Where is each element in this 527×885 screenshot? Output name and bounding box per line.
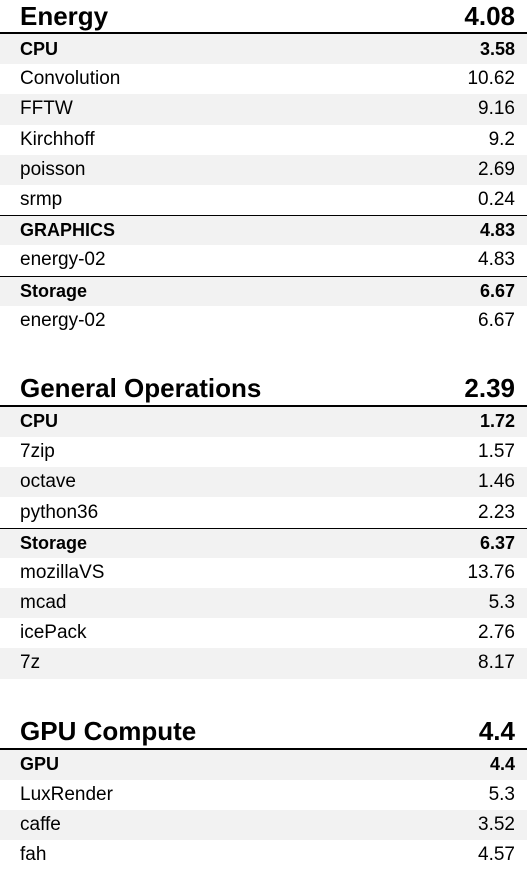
table-row: octave 1.46 [0,467,527,498]
table-row: mozillaVS 13.76 [0,558,527,588]
row-value: 5.3 [488,783,515,805]
row-value: 9.2 [488,128,515,150]
section-title: GPU Compute [20,716,197,747]
row-value: 4.57 [478,844,515,866]
row-value: 9.16 [478,98,515,120]
row-label: GPU [20,754,60,775]
table-row: 7z 8.17 [0,648,527,679]
section-header: Energy 4.08 [0,0,527,34]
section-gpu-compute: GPU Compute 4.4 GPU 4.4 LuxRender 5.3 caff… [0,716,527,871]
group-row: GPU 4.4 [0,749,527,780]
row-label: mozillaVS [20,561,105,583]
section-score: 4.08 [464,0,515,31]
table-row: Kirchhoff 9.2 [0,125,527,155]
row-value: 1.57 [478,441,515,463]
row-value: 2.69 [478,158,515,180]
group-row: CPU 3.58 [0,34,527,65]
table-row: icePack 2.76 [0,618,527,648]
row-value: 4.83 [479,220,515,241]
table-row: poisson 2.69 [0,154,527,185]
table-row: energy-02 4.83 [0,245,527,275]
section-header: GPU Compute 4.4 [0,716,527,750]
row-label: mcad [20,592,67,614]
row-label: 7zip [20,441,55,463]
section-score: 4.4 [478,716,515,747]
row-label: Convolution [20,68,121,90]
row-label: CPU [20,38,59,59]
row-label: Storage [20,532,88,553]
row-label: Kirchhoff [20,128,95,150]
row-value: 2.23 [478,501,515,523]
section-score: 2.39 [464,373,515,404]
table-row: 7zip 1.57 [0,437,527,467]
group-row: Storage 6.37 [0,527,527,558]
row-label: 7z [20,652,41,674]
row-label: caffe [20,814,61,836]
table-row: python36 2.23 [0,497,527,527]
row-label: octave [20,471,76,493]
group-row: CPU 1.72 [0,406,527,438]
group-row: Storage 6.67 [0,275,527,306]
row-value: 6.67 [478,309,515,331]
row-value: 10.62 [467,68,515,90]
section-title: Energy [20,0,109,31]
row-value: 2.76 [478,622,515,644]
row-label: LuxRender [20,783,113,805]
row-label: fah [20,844,47,866]
section-title: General Operations [20,373,262,404]
row-label: icePack [20,622,87,644]
row-value: 8.17 [478,652,515,674]
row-value: 4.4 [489,754,515,775]
row-label: energy-02 [20,249,106,271]
row-value: 1.72 [479,411,515,432]
row-value: 3.52 [478,814,515,836]
row-value: 13.76 [467,561,515,583]
table-row: caffe 3.52 [0,809,527,841]
row-label: srmp [20,189,63,211]
section-spacer [0,336,527,373]
row-value: 3.58 [479,38,515,59]
row-label: python36 [20,501,99,523]
table-row: fah 4.57 [0,840,527,870]
table-row: mcad 5.3 [0,588,527,619]
row-value: 5.3 [488,592,515,614]
row-label: GRAPHICS [20,220,116,241]
row-label: energy-02 [20,309,106,331]
section-general-operations: General Operations 2.39 CPU 1.72 7zip 1.57… [0,373,527,679]
section-energy: Energy 4.08 CPU 3.58 Convolution 10.62 FFT… [0,0,527,336]
table-row: Convolution 10.62 [0,64,527,94]
section-header: General Operations 2.39 [0,373,527,407]
row-label: poisson [20,158,86,180]
table-row: srmp 0.24 [0,185,527,215]
row-value: 4.83 [478,249,515,271]
table-row: LuxRender 5.3 [0,780,527,810]
table-row: energy-02 6.67 [0,306,527,336]
row-value: 6.37 [479,532,515,553]
row-label: CPU [20,411,59,432]
row-value: 0.24 [478,189,515,211]
table-row: FFTW 9.16 [0,94,527,125]
row-label: Storage [20,280,88,301]
section-spacer [0,679,527,716]
row-value: 1.46 [478,471,515,493]
row-label: FFTW [20,98,73,120]
row-value: 6.67 [479,280,515,301]
group-row: GRAPHICS 4.83 [0,215,527,246]
